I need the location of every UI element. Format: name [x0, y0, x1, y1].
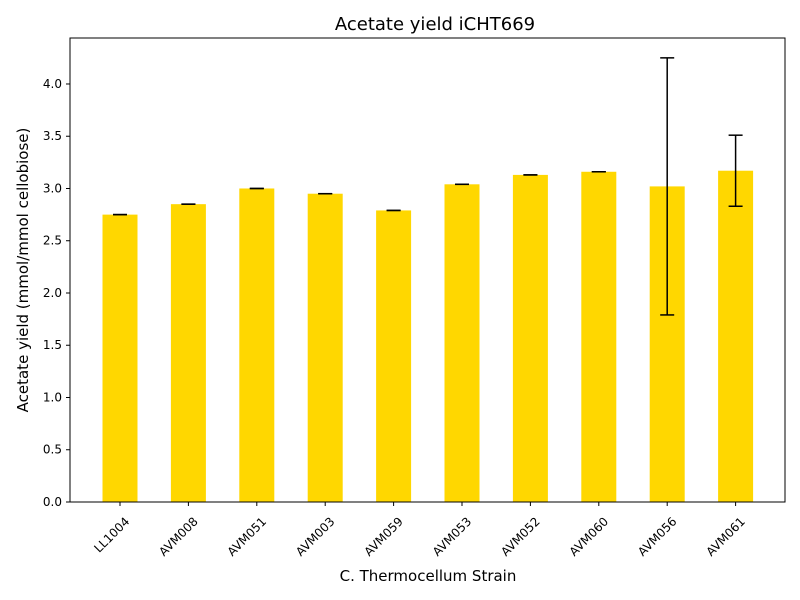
plot-frame	[69, 37, 786, 503]
y-axis: 0.0 0.5 1.0 1.5 2.0 2.5 3.0 3.5 4.0	[43, 77, 70, 509]
y-tick-label: 4.0	[43, 77, 62, 91]
x-tick-label: AVM059	[361, 514, 405, 558]
x-axis-label: C. Thermocellum Strain	[340, 567, 517, 585]
error-bars-group	[113, 57, 743, 316]
x-tick-label: LL1004	[91, 514, 132, 555]
bar	[307, 193, 343, 502]
y-tick-label: 3.5	[43, 129, 62, 143]
x-tick-label: AVM051	[225, 514, 269, 558]
x-tick-label: AVM003	[293, 514, 337, 558]
y-axis-label: Acetate yield (mmol/mmol cellobiose)	[14, 128, 32, 413]
y-tick-label: 1.0	[43, 390, 62, 404]
bar	[718, 170, 754, 503]
chart-title: Acetate yield iCHT669	[335, 14, 535, 35]
bars-group	[102, 170, 754, 503]
x-tick-label: AVM061	[703, 514, 747, 558]
x-tick-label: AVM060	[567, 514, 611, 558]
y-tick-label: 0.5	[43, 443, 62, 457]
x-tick-label: AVM008	[156, 514, 200, 558]
y-tick-label: 2.5	[43, 234, 62, 248]
x-tick-label: AVM056	[635, 514, 679, 558]
bar	[512, 174, 548, 503]
y-tick-label: 1.5	[43, 338, 62, 352]
bar	[239, 188, 275, 502]
bar	[102, 214, 138, 502]
x-axis: LL1004 AVM008 AVM051 AVM003 AVM059 AVM053 AVM0…	[91, 502, 748, 559]
bar	[444, 184, 480, 502]
x-tick-label: AVM053	[430, 514, 474, 558]
y-tick-label: 0.0	[43, 495, 62, 509]
bar	[376, 210, 412, 502]
bar	[170, 204, 206, 502]
bar	[581, 171, 617, 503]
y-tick-label: 3.0	[43, 181, 62, 195]
y-tick-label: 2.0	[43, 286, 62, 300]
x-tick-label: AVM052	[498, 514, 542, 558]
